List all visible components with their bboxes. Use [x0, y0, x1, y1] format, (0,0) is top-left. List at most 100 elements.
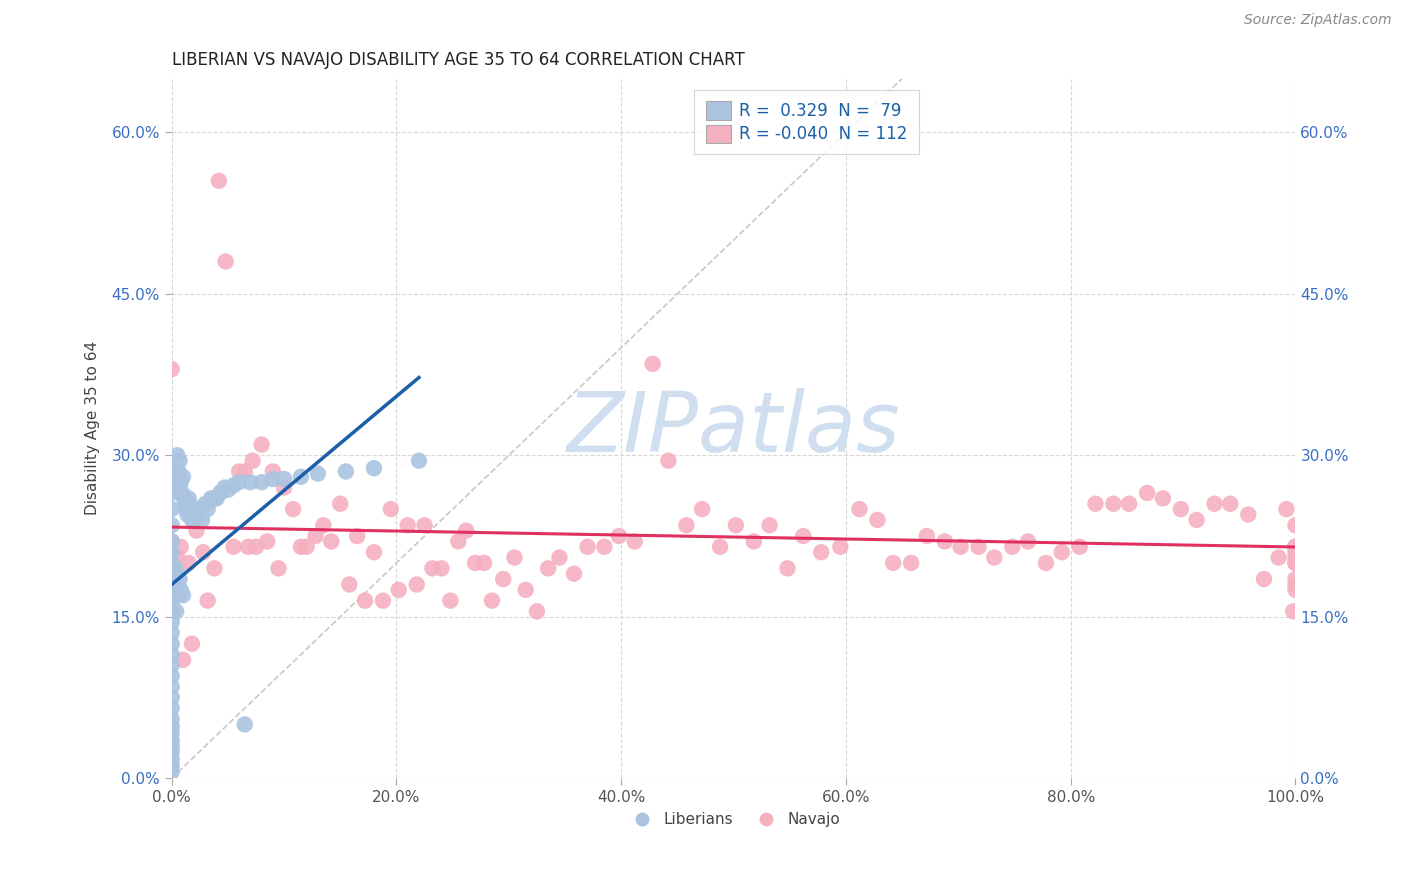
Point — [290, 470, 312, 484]
Point — [217, 483, 239, 497]
Point — [690, 502, 713, 516]
Point — [346, 529, 368, 543]
Point — [170, 486, 193, 500]
Point — [472, 556, 495, 570]
Point — [1253, 572, 1275, 586]
Point — [1284, 556, 1306, 570]
Point — [307, 467, 329, 481]
Point — [1284, 518, 1306, 533]
Point — [160, 680, 183, 694]
Point — [172, 653, 194, 667]
Point — [160, 582, 183, 597]
Point — [188, 502, 211, 516]
Point — [160, 744, 183, 758]
Point — [439, 593, 461, 607]
Point — [456, 524, 478, 538]
Point — [758, 518, 780, 533]
Point — [281, 502, 304, 516]
Point — [1219, 497, 1241, 511]
Text: ZIPatlas: ZIPatlas — [567, 388, 900, 469]
Point — [934, 534, 956, 549]
Point — [1284, 550, 1306, 565]
Point — [187, 508, 209, 522]
Point — [548, 550, 571, 565]
Point — [160, 486, 183, 500]
Point — [335, 465, 357, 479]
Point — [321, 534, 343, 549]
Point — [160, 534, 183, 549]
Point — [354, 593, 377, 607]
Point — [160, 593, 183, 607]
Point — [208, 174, 231, 188]
Point — [515, 582, 537, 597]
Point — [1284, 572, 1306, 586]
Point — [792, 529, 814, 543]
Point — [607, 529, 630, 543]
Point — [396, 518, 419, 533]
Point — [169, 572, 191, 586]
Point — [160, 764, 183, 779]
Point — [447, 534, 470, 549]
Point — [1284, 556, 1306, 570]
Point — [165, 481, 187, 495]
Point — [273, 472, 295, 486]
Point — [186, 502, 208, 516]
Point — [167, 588, 190, 602]
Point — [197, 593, 219, 607]
Point — [1284, 540, 1306, 554]
Point — [481, 593, 503, 607]
Point — [160, 518, 183, 533]
Point — [160, 556, 183, 570]
Point — [290, 540, 312, 554]
Point — [173, 491, 195, 506]
Point — [408, 453, 430, 467]
Point — [1284, 540, 1306, 554]
Point — [181, 513, 204, 527]
Point — [363, 545, 385, 559]
Point — [1170, 502, 1192, 516]
Point — [1267, 550, 1289, 565]
Point — [329, 497, 352, 511]
Point — [167, 465, 190, 479]
Point — [312, 518, 335, 533]
Point — [160, 637, 183, 651]
Point — [250, 475, 273, 490]
Point — [724, 518, 747, 533]
Point — [273, 481, 295, 495]
Point — [900, 556, 922, 570]
Point — [641, 357, 664, 371]
Point — [177, 491, 200, 506]
Point — [1050, 545, 1073, 559]
Point — [262, 465, 284, 479]
Point — [160, 733, 183, 747]
Point — [1035, 556, 1057, 570]
Point — [228, 465, 250, 479]
Point — [1001, 540, 1024, 554]
Point — [1284, 545, 1306, 559]
Point — [160, 712, 183, 726]
Point — [170, 475, 193, 490]
Point — [1017, 534, 1039, 549]
Point — [200, 491, 222, 506]
Point — [191, 513, 214, 527]
Point — [776, 561, 799, 575]
Point — [160, 758, 183, 772]
Point — [537, 561, 560, 575]
Point — [233, 465, 256, 479]
Point — [204, 561, 226, 575]
Text: Source: ZipAtlas.com: Source: ZipAtlas.com — [1244, 13, 1392, 28]
Point — [160, 465, 183, 479]
Point — [166, 550, 188, 565]
Point — [503, 550, 526, 565]
Point — [174, 497, 197, 511]
Legend: Liberians, Navajo: Liberians, Navajo — [620, 806, 846, 833]
Point — [1102, 497, 1125, 511]
Point — [160, 669, 183, 683]
Point — [657, 453, 679, 467]
Point — [371, 593, 394, 607]
Point — [1284, 577, 1306, 591]
Point — [160, 720, 183, 734]
Point — [675, 518, 697, 533]
Point — [1136, 486, 1159, 500]
Point — [405, 577, 427, 591]
